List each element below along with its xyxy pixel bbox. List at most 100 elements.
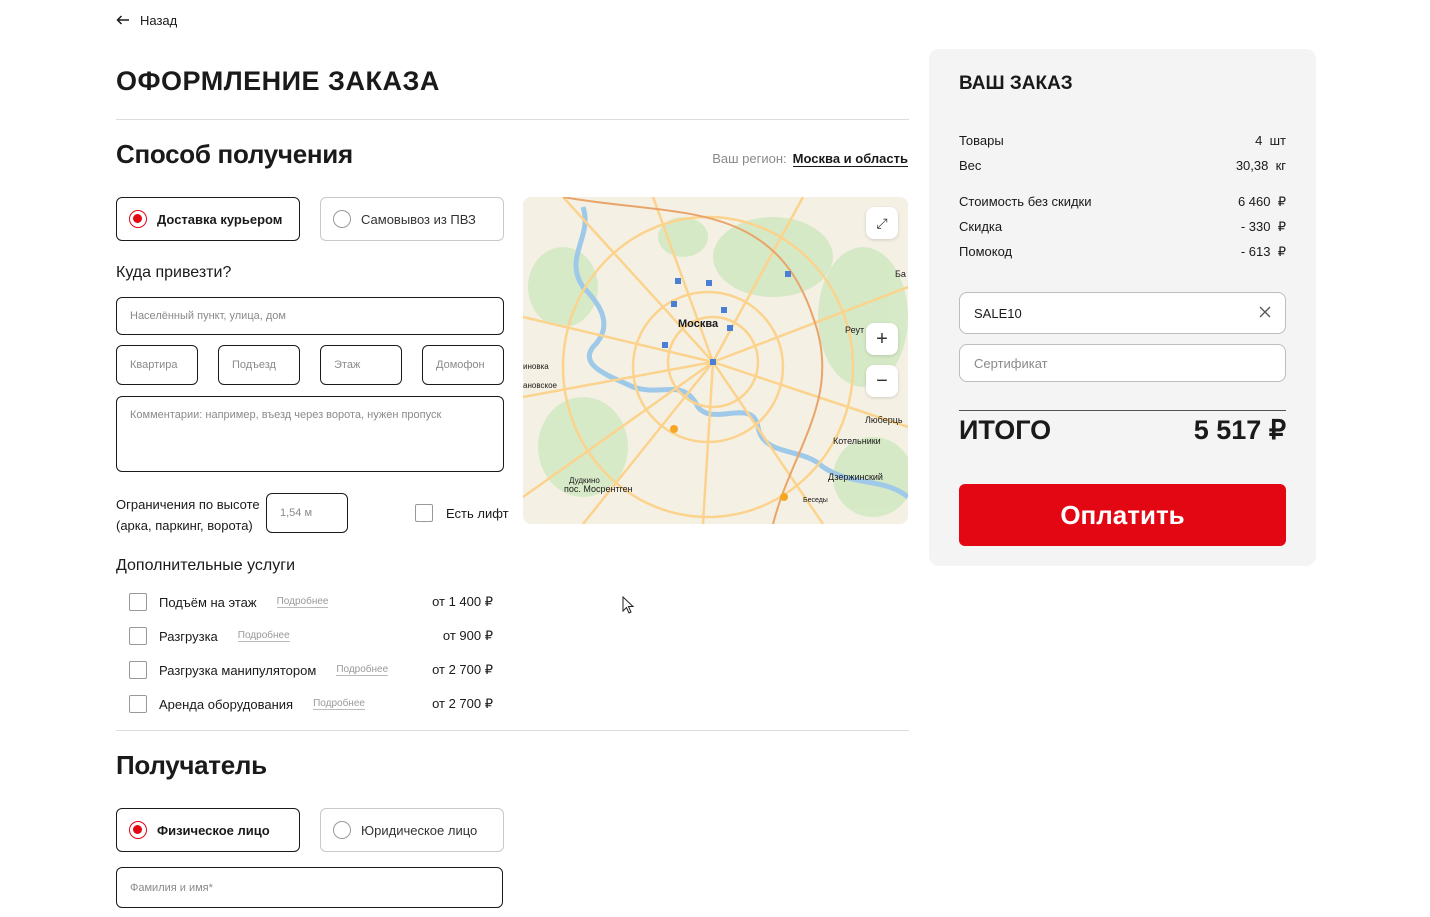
promo-value: SALE10 (974, 305, 1022, 321)
elevator-checkbox[interactable]: Есть лифт (415, 504, 509, 522)
service-label: Разгрузка манипулятором (159, 662, 317, 678)
intercom-input[interactable]: Домофон (422, 345, 504, 385)
row-label: Товары (959, 133, 1004, 148)
recipient-heading: Получатель (116, 750, 267, 780)
divider (959, 410, 1286, 411)
region-link[interactable]: Москва и область (792, 151, 908, 167)
entrance-input[interactable]: Подъезд (218, 345, 300, 385)
total-value: 5 517 ₽ (1193, 415, 1286, 445)
address-input[interactable]: Населённый пункт, улица, дом (116, 297, 504, 335)
order-summary: ВАШ ЗАКАЗ Товары 4 шт Вес 30,38 кг Стоимос… (929, 49, 1316, 566)
summary-row: Товары 4 шт (959, 133, 1286, 148)
radio-dot (129, 210, 147, 228)
map-label: Реут (845, 325, 864, 335)
row-label: Вес (959, 158, 982, 173)
radio-legal-entity[interactable]: Юридическое лицо (320, 808, 504, 852)
map-label: пос. Мосрентген (564, 484, 633, 494)
summary-row: Скидка - 330 ₽ (959, 219, 1286, 235)
map-canvas: Москва Реут Люберць Котельники Дзержинск… (523, 197, 908, 524)
close-icon[interactable] (1259, 306, 1271, 321)
checkbox[interactable] (129, 627, 147, 645)
apartment-input[interactable]: Квартира (116, 345, 198, 385)
service-row: Подъём на этаж Подробнее от 1 400 ₽ (129, 592, 493, 612)
row-value: 6 460 ₽ (1237, 194, 1286, 209)
map[interactable]: Москва Реут Люберць Котельники Дзержинск… (523, 197, 908, 524)
fullscreen-icon[interactable]: ⤢ (866, 207, 898, 239)
service-price: от 900 ₽ (442, 628, 493, 643)
more-link[interactable]: Подробнее (336, 664, 389, 676)
service-row: Разгрузка Подробнее от 900 ₽ (129, 626, 493, 646)
checkbox[interactable] (129, 661, 147, 679)
comment-textarea[interactable]: Комментарии: например, въезд через ворот… (116, 396, 504, 472)
zoom-in-button[interactable]: + (866, 323, 898, 355)
height-input[interactable]: 1,54 м (266, 493, 348, 533)
cursor-icon (622, 596, 635, 614)
divider (116, 730, 909, 731)
summary-title: ВАШ ЗАКАЗ (959, 73, 1073, 94)
services-heading: Дополнительные услуги (116, 557, 296, 574)
floor-input[interactable]: Этаж (320, 345, 402, 385)
map-label: Котельники (833, 436, 881, 446)
map-label: Дудкино (569, 476, 600, 485)
more-link[interactable]: Подробнее (276, 596, 329, 608)
map-label-moscow: Москва (678, 318, 719, 330)
back-label: Назад (140, 13, 178, 28)
radio-label: Физическое лицо (157, 822, 270, 838)
radio-dot (333, 210, 351, 228)
radio-label: Юридическое лицо (361, 822, 478, 838)
radio-courier[interactable]: Доставка курьером (116, 197, 300, 241)
promo-input[interactable]: SALE10 (959, 292, 1286, 334)
row-label: Помокод (959, 244, 1013, 259)
summary-row: Помокод - 613 ₽ (959, 244, 1286, 260)
row-value: - 330 ₽ (1240, 219, 1286, 234)
map-label: Беседы (803, 497, 828, 504)
divider (116, 119, 909, 120)
map-label: ановское (523, 381, 558, 390)
service-price: от 2 700 ₽ (432, 662, 493, 677)
checkbox[interactable] (129, 593, 147, 611)
address-heading: Куда привезти? (116, 264, 232, 281)
checkbox[interactable] (415, 504, 433, 522)
certificate-input[interactable]: Сертификат (959, 344, 1286, 382)
service-label: Подъём на этаж (159, 594, 257, 610)
height-label-line: Ограничения по высоте (116, 497, 260, 512)
row-value: - 613 ₽ (1240, 244, 1286, 259)
map-label: Ба (895, 269, 906, 279)
map-label: Дзержинский (828, 472, 883, 482)
metro-icon (662, 271, 791, 365)
zoom-out-button[interactable]: − (866, 365, 898, 397)
map-pin-icon (670, 425, 788, 501)
arrow-left-icon (116, 13, 130, 28)
total-label: ИТОГО (959, 415, 1052, 445)
summary-row: Вес 30,38 кг (959, 158, 1286, 173)
radio-dot (333, 821, 351, 839)
region-selector: Ваш регион: Москва и область (712, 151, 908, 167)
total-row: ИТОГО 5 517 ₽ (959, 415, 1286, 446)
elevator-label: Есть лифт (446, 505, 509, 521)
service-label: Аренда оборудования (159, 696, 294, 712)
map-label: иновка (523, 362, 549, 371)
back-link[interactable]: Назад (116, 13, 177, 28)
row-value: 30,38 кг (1235, 158, 1286, 173)
region-label: Ваш регион: (712, 151, 787, 166)
radio-label: Самовывоз из ПВЗ (361, 211, 476, 227)
row-label: Стоимость без скидки (959, 194, 1092, 209)
page-title: ОФОРМЛЕНИЕ ЗАКАЗА (116, 66, 440, 96)
service-price: от 2 700 ₽ (432, 696, 493, 711)
height-label: Ограничения по высоте (арка, паркинг, во… (116, 494, 260, 536)
radio-label: Доставка курьером (157, 211, 283, 227)
radio-individual[interactable]: Физическое лицо (116, 808, 300, 852)
service-row: Разгрузка манипулятором Подробнее от 2 700… (129, 660, 493, 680)
more-link[interactable]: Подробнее (237, 630, 290, 642)
checkbox[interactable] (129, 695, 147, 713)
service-label: Разгрузка (159, 628, 218, 644)
summary-row: Стоимость без скидки 6 460 ₽ (959, 194, 1286, 210)
height-label-line: (арка, паркинг, ворота) (116, 518, 253, 533)
row-value: 4 шт (1255, 133, 1286, 148)
radio-pickup[interactable]: Самовывоз из ПВЗ (320, 197, 504, 241)
delivery-heading: Способ получения (116, 139, 353, 169)
pay-button[interactable]: Оплатить (959, 484, 1286, 546)
name-input[interactable]: Фамилия и имя* (116, 867, 503, 908)
more-link[interactable]: Подробнее (313, 698, 365, 710)
radio-dot (129, 821, 147, 839)
